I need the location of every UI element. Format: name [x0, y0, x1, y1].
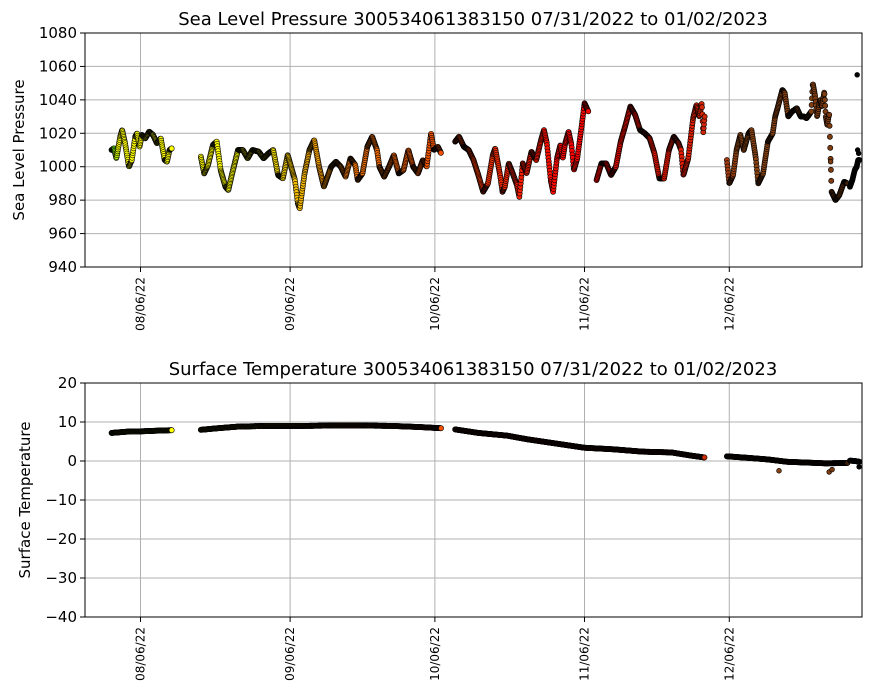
temperature-x-tick-label: 08/06/22 [134, 627, 148, 681]
pressure-y-tick-label: 980 [48, 191, 77, 209]
pressure-x-tick-label: 11/06/22 [578, 277, 592, 331]
pressure-x-tick-label: 08/06/22 [134, 277, 148, 331]
temperature-outlier-point [829, 466, 835, 473]
temperature-segment [723, 453, 851, 467]
pressure-segment [108, 127, 175, 170]
pressure-y-tick-label: 960 [48, 225, 77, 243]
pressure-x-tick-label: 09/06/22 [283, 277, 297, 331]
pressure-point [856, 157, 862, 163]
pressure-segment [593, 101, 708, 183]
temperature-point [168, 427, 175, 434]
pressure-point [701, 113, 708, 120]
pressure-chart: Sea Level Pressure 300534061383150 07/31… [10, 9, 863, 331]
pressure-point [821, 96, 828, 103]
temperature-y-tick-label: −30 [45, 569, 77, 587]
temperature-outlier-point [776, 468, 782, 474]
pressure-y-tick-label: 1040 [39, 91, 77, 109]
temperature-point [438, 425, 444, 432]
temperature-chart-title: Surface Temperature 300534061383150 07/3… [169, 359, 778, 380]
pressure-y-tick-label: 1000 [39, 158, 77, 176]
pressure-point [821, 91, 828, 97]
pressure-point [826, 122, 833, 129]
pressure-segment [723, 81, 851, 203]
pressure-segment [452, 100, 592, 200]
temperature-y-tick-label: 0 [67, 452, 77, 470]
pressure-segment [328, 130, 444, 183]
temperature-x-tick-label: 11/06/22 [578, 627, 592, 681]
pressure-series [108, 72, 862, 212]
temperature-y-tick-label: −40 [45, 608, 77, 626]
pressure-outlier-point [854, 72, 860, 78]
temperature-chart: Surface Temperature 300534061383150 07/3… [16, 359, 863, 681]
pressure-point [828, 166, 834, 173]
temperature-segment [452, 426, 708, 461]
temperature-y-tick-label: 10 [58, 413, 77, 431]
pressure-point [585, 108, 592, 115]
temperature-y-axis-label: Surface Temperature [16, 422, 34, 579]
pressure-point [438, 149, 444, 156]
pressure-y-axis-label: Sea Level Pressure [10, 79, 28, 220]
pressure-segment [197, 137, 334, 212]
pressure-point [828, 177, 835, 184]
pressure-plot-frame [84, 32, 863, 268]
pressure-y-tick-label: 1020 [39, 124, 77, 142]
pressure-point [699, 104, 705, 111]
temperature-y-tick-label: −20 [45, 530, 77, 548]
temperature-x-tick-label: 09/06/22 [283, 627, 297, 681]
pressure-segment [847, 157, 862, 190]
pressure-point [827, 144, 834, 151]
temperature-point [856, 458, 862, 465]
temperature-segment [108, 427, 175, 436]
temperature-x-tick-label: 12/06/22 [722, 627, 736, 681]
pressure-point [822, 102, 829, 109]
pressure-y-tick-label: 940 [48, 258, 77, 276]
temperature-series [108, 422, 862, 475]
pressure-point [827, 133, 833, 140]
pressure-outlier-point [855, 150, 862, 157]
temperature-outlier-point [856, 464, 862, 470]
temperature-y-tick-label: −10 [45, 491, 77, 509]
pressure-point [808, 108, 815, 115]
pressure-outlier-point [827, 159, 834, 165]
temperature-segment [847, 457, 862, 465]
pressure-point [168, 145, 175, 152]
temperature-y-tick-label: 20 [58, 374, 77, 392]
pressure-point [826, 111, 833, 118]
pressure-x-tick-label: 12/06/22 [722, 277, 736, 331]
temperature-segment [197, 422, 444, 433]
pressure-x-tick-label: 10/06/22 [428, 277, 442, 331]
pressure-chart-title: Sea Level Pressure 300534061383150 07/31… [178, 9, 768, 30]
pressure-y-tick-label: 1060 [39, 57, 77, 75]
pressure-y-tick-label: 1080 [39, 24, 77, 42]
temperature-point [701, 454, 708, 461]
temperature-x-tick-label: 10/06/22 [428, 627, 442, 681]
